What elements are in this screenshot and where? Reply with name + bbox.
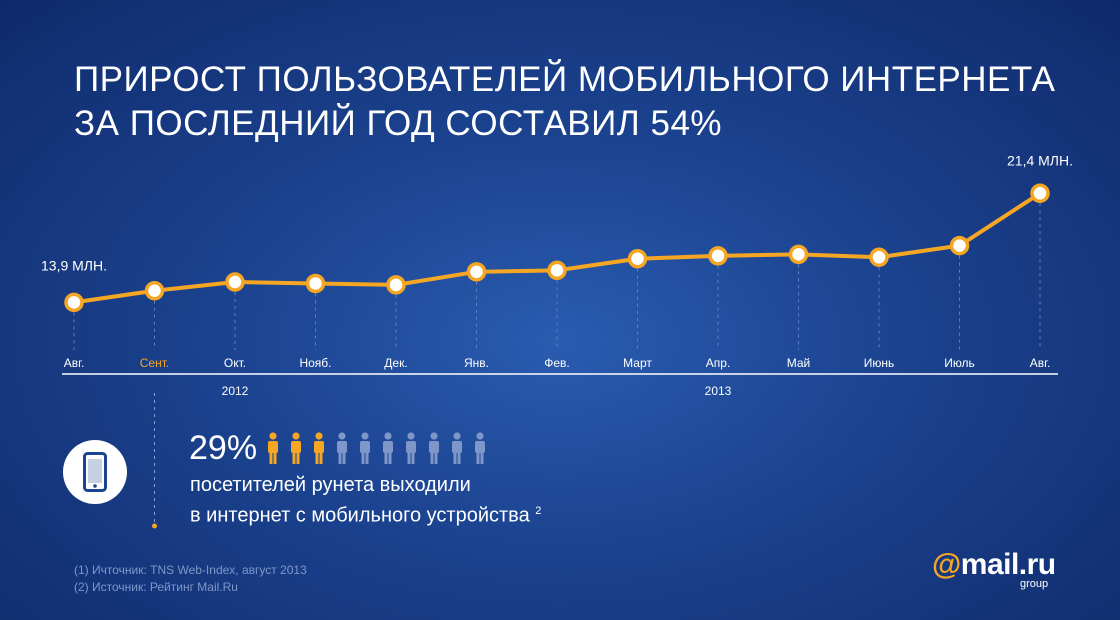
data-point xyxy=(225,272,245,292)
source-2: (2) Источник: Рейтинг Mail.Ru xyxy=(74,580,238,594)
data-label: 13,9 МЛН. xyxy=(41,257,107,273)
person-icon xyxy=(291,432,301,464)
logo-name: mail.ru xyxy=(960,548,1056,581)
person-icon xyxy=(314,432,324,464)
data-point xyxy=(1030,183,1050,204)
title-line-1: ПРИРОСТ ПОЛЬЗОВАТЕЛЕЙ МОБИЛЬНОГО ИНТЕРНЕ… xyxy=(74,60,1056,99)
x-tick-label: Март xyxy=(623,356,652,370)
x-tick-label: Май xyxy=(787,356,811,370)
x-tick-label: Фев. xyxy=(544,356,570,370)
data-point xyxy=(386,275,406,295)
separator-dot xyxy=(152,523,157,529)
data-point xyxy=(64,292,84,313)
stat-percent: 29% xyxy=(189,429,258,467)
person-icon xyxy=(475,432,485,464)
series-line xyxy=(73,191,1042,305)
x-tick-label: Апр. xyxy=(706,356,731,370)
title-line-2: ЗА ПОСЛЕДНИЙ ГОД СОСТАВИЛ 54% xyxy=(74,104,723,143)
mailru-logo: @mail.ru group xyxy=(932,548,1056,590)
stat-line-1: посетителей рунета выходили xyxy=(190,474,471,496)
person-icon xyxy=(360,432,370,464)
data-point xyxy=(788,244,809,265)
data-point xyxy=(627,248,648,269)
x-tick-label: Дек. xyxy=(384,356,407,370)
x-tick-label: Нояб. xyxy=(299,356,331,370)
data-point xyxy=(305,273,326,294)
x-tick-label: Авг. xyxy=(1030,356,1051,370)
page-title: ПРИРОСТ ПОЛЬЗОВАТЕЛЕЙ МОБИЛЬНОГО ИНТЕРНЕ… xyxy=(74,58,1055,146)
footnote-marker: 2 xyxy=(535,505,542,517)
year-label: 2012 xyxy=(222,384,249,398)
x-tick-label: Авг. xyxy=(64,356,85,370)
stat-line-2: в интернет с мобильного устройства 2 xyxy=(190,498,541,529)
stat-line-2-text: в интернет с мобильного устройства xyxy=(190,504,530,527)
data-point xyxy=(949,235,970,256)
person-icon xyxy=(452,432,462,464)
year-labels: 2012 2013 xyxy=(222,384,732,398)
logo-at-sign: @ xyxy=(932,548,961,581)
person-icon xyxy=(429,432,439,464)
data-point xyxy=(144,280,165,301)
stat-description: посетителей рунета выходили в интернет с… xyxy=(190,472,541,529)
year-label: 2013 xyxy=(705,384,732,398)
x-tick-label: Июль xyxy=(944,356,975,370)
phone-icon xyxy=(83,452,107,492)
data-point xyxy=(547,260,567,281)
logo-wordmark: @mail.ru xyxy=(932,548,1056,582)
source-1: (1) Ичточник: TNS Web-Index, август 2013 xyxy=(74,563,307,577)
data-label: 21,4 МЛН. xyxy=(1007,152,1073,168)
data-labels: 13,9 МЛН. 21,4 МЛН. xyxy=(41,152,1073,273)
person-icon xyxy=(383,432,393,464)
x-tick-label: Июнь xyxy=(864,356,895,370)
data-point xyxy=(466,262,487,282)
data-point xyxy=(869,247,889,268)
x-tick-label: Сент. xyxy=(140,356,169,370)
person-icon xyxy=(406,432,416,464)
phone-badge xyxy=(63,440,127,504)
dashed-guides xyxy=(73,203,1041,350)
person-icon xyxy=(337,432,347,464)
x-tick-label: Янв. xyxy=(464,356,489,370)
data-point xyxy=(708,246,728,266)
people-icons xyxy=(268,432,485,464)
x-tick-label: Окт. xyxy=(224,356,246,370)
x-tick-labels: Авг. Сент. Окт. Нояб. Дек. Янв. Фев. Март Апр. Ма… xyxy=(64,356,1051,370)
sources: (1) Ичточник: TNS Web-Index, август 2013… xyxy=(74,562,307,596)
logo-group-text: group xyxy=(1020,578,1049,590)
data-points xyxy=(64,183,1050,313)
person-icon xyxy=(268,432,278,464)
